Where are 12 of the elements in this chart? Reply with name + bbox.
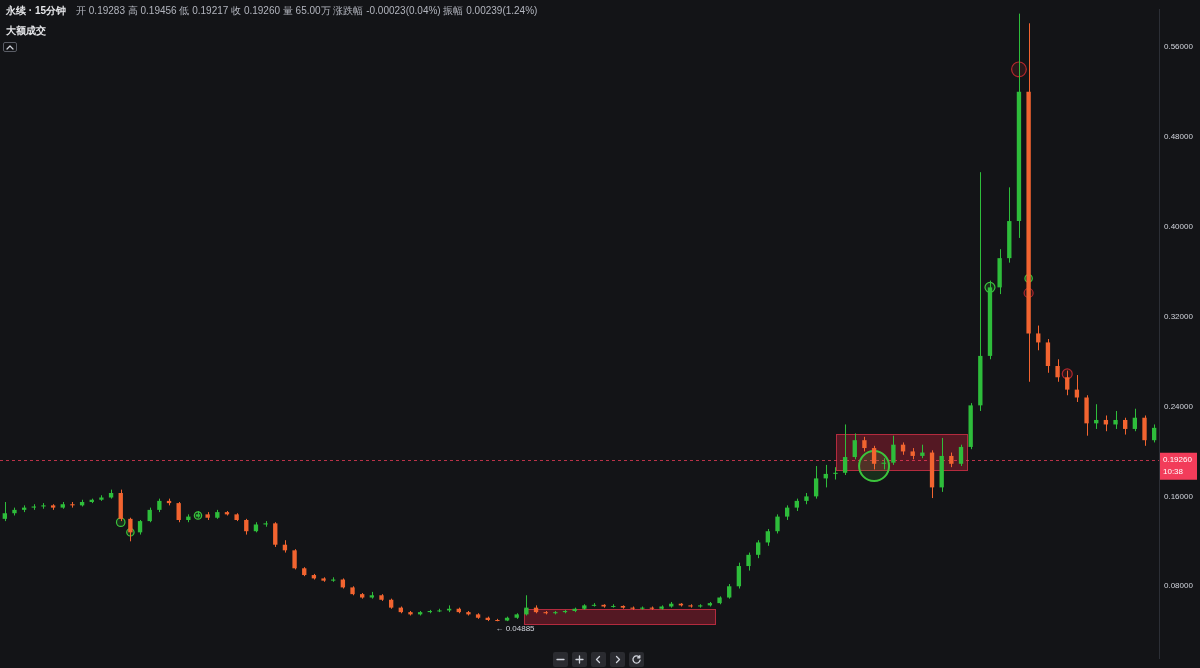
y-tick-label: 0.56000 [1164,42,1194,52]
ref-line-label: 0.19260 10:38 [1163,454,1193,476]
chart-subtitle: 开 0.19283 高 0.19456 低 0.19217 收 0.19260 量 65.00万 涨跌幅 -0.00023(0.04%) 振幅 0.00239(1.24%) [76,4,538,18]
y-tick-label: 0.08000 [1164,581,1194,591]
y-tick-label: 0.32000 [1164,311,1194,321]
y-tick-label: 0.16000 [1164,491,1194,501]
annotation: ← 0.04885 [495,624,536,634]
chart-title: 永续 · 15分钟 [6,4,67,18]
annotation: 大额成交 [6,24,46,38]
y-tick-label: 0.24000 [1164,401,1194,411]
y-tick-label: 0.48000 [1164,131,1194,141]
y-tick-label: 0.40000 [1164,221,1194,231]
